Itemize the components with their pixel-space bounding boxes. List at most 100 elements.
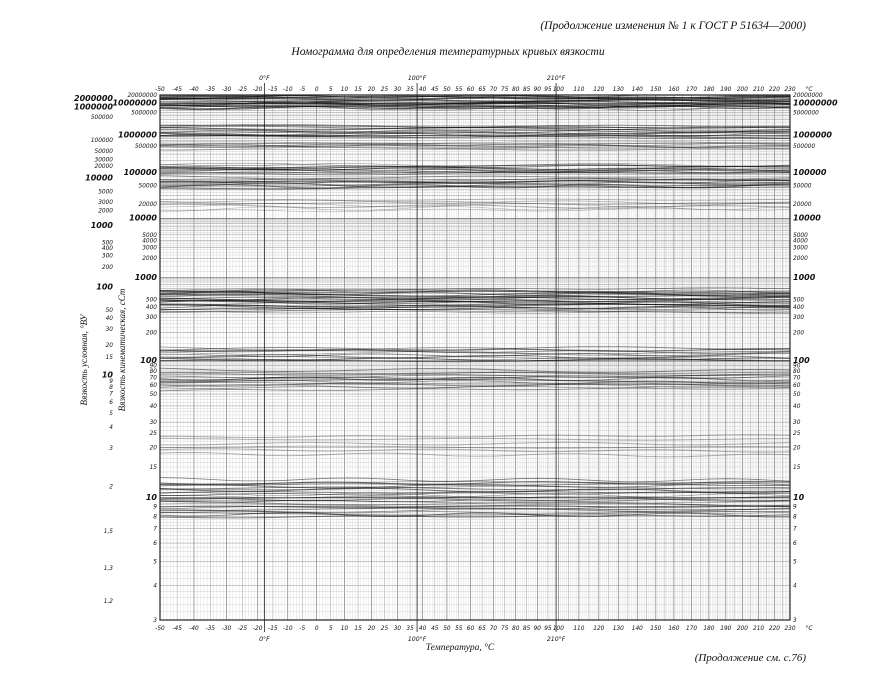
svg-text:120: 120	[593, 87, 604, 93]
svg-text:0°F: 0°F	[259, 74, 270, 82]
svg-text:8: 8	[109, 385, 113, 391]
svg-text:-25: -25	[238, 626, 248, 632]
svg-text:3000: 3000	[98, 200, 113, 206]
svg-text:210: 210	[753, 626, 764, 632]
svg-text:230: 230	[784, 626, 795, 632]
svg-text:140: 140	[632, 626, 643, 632]
svg-text:180: 180	[703, 626, 714, 632]
svg-text:50: 50	[150, 392, 158, 398]
svg-text:8: 8	[793, 515, 797, 521]
svg-text:3: 3	[109, 446, 113, 452]
svg-text:170: 170	[686, 626, 697, 632]
svg-text:50: 50	[793, 392, 801, 398]
svg-text:400: 400	[102, 246, 113, 252]
svg-text:50000: 50000	[139, 184, 158, 190]
continuation-header-note: (Продолжение изменения № 1 к ГОСТ Р 5163…	[540, 20, 806, 32]
svg-text:100: 100	[793, 356, 810, 365]
svg-text:5: 5	[793, 559, 797, 565]
svg-text:1000: 1000	[135, 273, 158, 282]
x-axis-label-temperature: Температура, °С	[425, 643, 495, 653]
svg-text:40: 40	[106, 316, 114, 322]
svg-text:4000: 4000	[142, 238, 157, 244]
svg-text:200: 200	[146, 330, 157, 336]
svg-text:10000: 10000	[793, 214, 821, 223]
svg-text:-25: -25	[238, 87, 248, 93]
svg-text:5000: 5000	[98, 190, 113, 196]
svg-text:500: 500	[102, 241, 113, 247]
svg-text:130: 130	[613, 87, 624, 93]
svg-text:-5: -5	[299, 87, 305, 93]
svg-text:5: 5	[109, 411, 113, 417]
svg-text:210: 210	[753, 87, 764, 93]
svg-text:4000: 4000	[793, 238, 808, 244]
svg-text:-10: -10	[283, 626, 293, 632]
svg-text:30: 30	[793, 420, 801, 426]
svg-text:100000: 100000	[124, 168, 158, 177]
svg-text:10: 10	[793, 493, 805, 502]
svg-text:30: 30	[150, 420, 158, 426]
svg-text:1,5: 1,5	[104, 529, 114, 535]
svg-text:10: 10	[341, 626, 349, 632]
chart-title: Номограмма для определения температурных…	[291, 46, 605, 58]
svg-text:10: 10	[341, 87, 349, 93]
svg-text:20000000: 20000000	[793, 93, 823, 99]
svg-text:90: 90	[534, 626, 542, 632]
svg-text:140: 140	[632, 87, 643, 93]
svg-text:85: 85	[523, 626, 531, 632]
svg-text:-50: -50	[155, 87, 165, 93]
svg-text:8: 8	[153, 515, 157, 521]
continuation-footer-note: (Продолжение см. с.76)	[694, 652, 806, 664]
svg-text:1000000: 1000000	[74, 103, 113, 112]
svg-text:0: 0	[315, 626, 319, 632]
svg-text:35: 35	[406, 626, 414, 632]
svg-text:6: 6	[153, 541, 157, 547]
svg-text:20000: 20000	[139, 202, 158, 208]
svg-text:190: 190	[720, 626, 731, 632]
svg-text:2: 2	[109, 485, 113, 491]
svg-text:40: 40	[793, 404, 801, 410]
grid-vertical-lines	[159, 95, 791, 620]
vu-tick-labels: 2000000100000050000010000050000300002000…	[74, 94, 113, 605]
svg-text:5: 5	[153, 559, 157, 565]
svg-text:130: 130	[613, 626, 624, 632]
svg-text:100000: 100000	[793, 168, 827, 177]
svg-text:70: 70	[793, 375, 801, 381]
svg-text:-50: -50	[155, 626, 165, 632]
svg-text:90: 90	[150, 364, 158, 370]
svg-text:15: 15	[354, 626, 362, 632]
svg-text:7: 7	[153, 527, 157, 533]
svg-text:-40: -40	[189, 87, 199, 93]
svg-text:20: 20	[793, 445, 801, 451]
svg-text:-35: -35	[206, 87, 216, 93]
svg-text:20: 20	[368, 626, 376, 632]
svg-text:85: 85	[523, 87, 531, 93]
svg-text:200: 200	[737, 87, 748, 93]
svg-text:160: 160	[668, 87, 679, 93]
svg-text:500000: 500000	[135, 144, 157, 150]
svg-text:200: 200	[737, 626, 748, 632]
svg-text:1000000: 1000000	[793, 130, 832, 139]
svg-text:10: 10	[146, 493, 158, 502]
svg-text:95: 95	[544, 626, 552, 632]
svg-text:4: 4	[109, 425, 113, 431]
svg-text:2000: 2000	[793, 256, 808, 262]
svg-text:180: 180	[703, 87, 714, 93]
svg-text:60: 60	[793, 383, 801, 389]
svg-text:20000: 20000	[793, 202, 812, 208]
svg-text:10000: 10000	[129, 214, 157, 223]
fahrenheit-labels: 0°F 0°F 100°F 100°F 210°F 210°F	[259, 74, 566, 643]
svg-text:65: 65	[478, 87, 486, 93]
svg-text:1000: 1000	[91, 221, 114, 230]
svg-text:3: 3	[153, 618, 157, 624]
svg-text:6: 6	[109, 400, 113, 406]
svg-text:-45: -45	[172, 626, 182, 632]
svg-text:7: 7	[793, 527, 797, 533]
svg-text:0°F: 0°F	[259, 635, 270, 643]
svg-text:55: 55	[455, 626, 463, 632]
svg-text:50: 50	[443, 87, 451, 93]
svg-text:3000: 3000	[142, 246, 157, 252]
svg-text:20000000: 20000000	[127, 93, 157, 99]
svg-text:30: 30	[106, 327, 114, 333]
svg-text:50000: 50000	[793, 184, 812, 190]
